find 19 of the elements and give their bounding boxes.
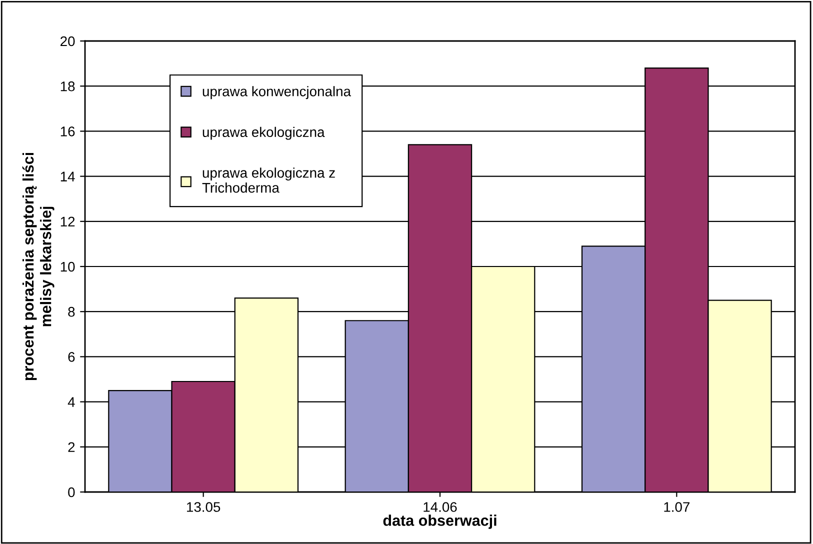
x-axis-title: data obserwacji [383, 514, 496, 529]
y-tick-label: 12 [60, 216, 75, 226]
legend-label: uprawa konwencjonalna [202, 86, 352, 100]
legend-label: uprawa ekologiczna z Trichoderma [202, 168, 335, 193]
x-tick-label: 1.07 [664, 502, 690, 512]
x-tick-label: 14.06 [424, 502, 457, 512]
y-tick-label: 4 [68, 397, 75, 407]
y-tick-label: 2 [68, 442, 75, 452]
y-tick-label: 14 [60, 172, 75, 182]
y-tick-label: 20 [60, 36, 75, 46]
y-tick-label: 18 [60, 81, 75, 92]
y-tick-label: 10 [60, 262, 75, 272]
y-tick-label: 0 [68, 487, 75, 498]
y-tick-label: 16 [60, 126, 75, 136]
legend-label: uprawa ekologiczna [202, 126, 325, 140]
y-tick-label: 8 [68, 306, 75, 317]
y-axis-title: procent porażenia septorią liści melisy lekarskiej [22, 152, 54, 380]
x-tick-label: 13.05 [187, 502, 220, 512]
y-tick-label: 6 [68, 352, 75, 362]
